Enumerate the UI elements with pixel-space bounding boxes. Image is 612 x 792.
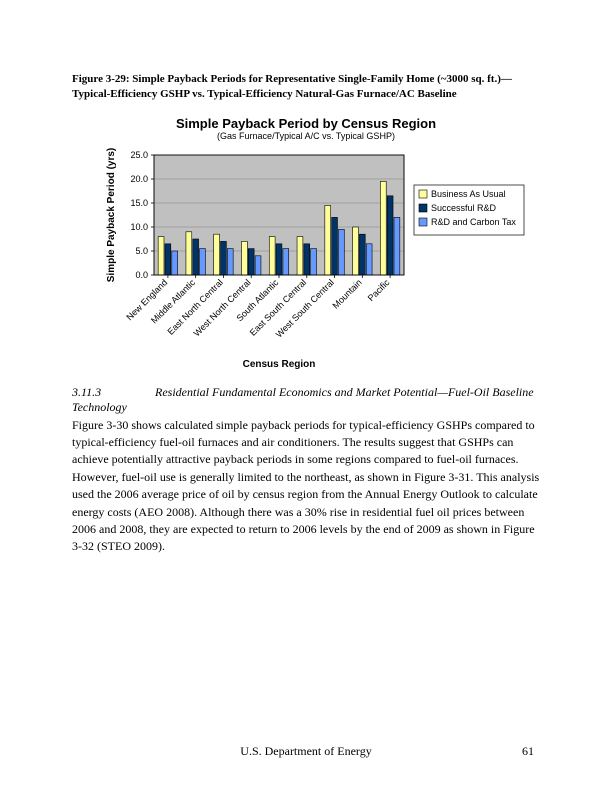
svg-text:25.0: 25.0: [130, 150, 148, 160]
section-number: 3.11.3: [72, 385, 152, 400]
svg-text:R&D and Carbon Tax: R&D and Carbon Tax: [431, 217, 516, 227]
svg-text:Census Region: Census Region: [243, 359, 316, 370]
svg-text:0.0: 0.0: [135, 270, 148, 280]
svg-text:Business As Usual: Business As Usual: [431, 189, 506, 199]
footer-center: U.S. Department of Energy: [0, 744, 612, 759]
section-heading: 3.11.3 Residential Fundamental Economics…: [72, 385, 540, 415]
svg-text:10.0: 10.0: [130, 222, 148, 232]
svg-text:20.0: 20.0: [130, 174, 148, 184]
svg-text:Pacific: Pacific: [366, 277, 392, 303]
footer-page-number: 61: [522, 744, 534, 759]
payback-bar-chart: 0.05.010.015.020.025.0New EnglandMiddle …: [96, 145, 536, 375]
chart-container: 0.05.010.015.020.025.0New EnglandMiddle …: [82, 145, 550, 375]
svg-text:Simple Payback Period (yrs): Simple Payback Period (yrs): [106, 147, 117, 282]
body-paragraph: Figure 3-30 shows calculated simple payb…: [72, 417, 540, 556]
svg-text:Mountain: Mountain: [330, 277, 363, 310]
svg-text:5.0: 5.0: [135, 246, 148, 256]
svg-text:Successful R&D: Successful R&D: [431, 203, 497, 213]
chart-title: Simple Payback Period by Census Region: [72, 116, 540, 131]
figure-caption: Figure 3-29: Simple Payback Periods for …: [72, 72, 540, 102]
chart-subtitle: (Gas Furnace/Typical A/C vs. Typical GSH…: [72, 131, 540, 141]
svg-text:15.0: 15.0: [130, 198, 148, 208]
